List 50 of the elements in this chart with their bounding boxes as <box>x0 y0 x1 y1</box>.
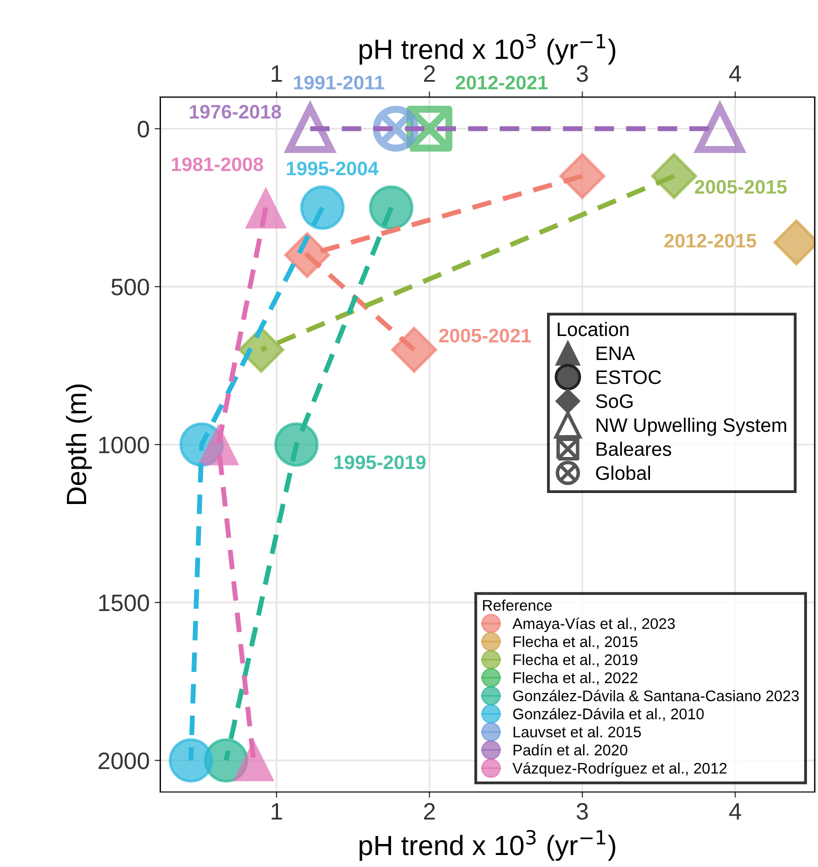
legend-label: Vázquez-Rodríguez et al., 2012 <box>512 762 727 777</box>
point <box>274 422 319 467</box>
annotation: 2005-2021 <box>439 328 531 343</box>
point <box>559 153 606 200</box>
point <box>391 326 438 373</box>
annotation: Global <box>596 466 650 480</box>
annotation: ESTOC <box>596 370 661 384</box>
y-tick-label: 1000 <box>99 436 149 454</box>
legend-label: Amaya-Vías et al., 2023 <box>512 618 675 632</box>
legend-label: Lauvset et al. 2015 <box>514 726 641 738</box>
x-tick-label: 2 <box>424 803 435 820</box>
y-tick-label: 500 <box>111 278 149 296</box>
y-axis-title: Depth (m) <box>66 384 92 504</box>
annotation: 1976-2018 <box>190 104 282 119</box>
annotation: 1981-2008 <box>172 157 264 172</box>
annotation: 2012-2021 <box>456 76 548 90</box>
legend-label: Flecha et al., 2022 <box>514 672 638 686</box>
y-tick-label: 0 <box>138 120 149 138</box>
x-axis-title: pH trend x 10$^{3}$ (yr$^{−1}$) <box>360 830 616 861</box>
x2-tick-label: 1 <box>272 66 282 82</box>
point <box>232 740 274 782</box>
annotation: SoG <box>596 394 633 408</box>
legend-label: Padín et al. 2020 <box>514 744 628 756</box>
annotation: Location <box>558 322 628 336</box>
annotation: 1995-2019 <box>334 455 426 470</box>
point <box>368 185 414 230</box>
point <box>300 185 345 230</box>
x-tick-label: 3 <box>576 803 588 820</box>
point <box>372 106 419 152</box>
annotation: 2012-2015 <box>664 234 756 248</box>
legend-title: Reference <box>483 600 552 611</box>
x2-tick-label: 3 <box>576 65 588 82</box>
annotation: 2005-2015 <box>694 180 787 194</box>
annotation: ENA <box>596 346 636 360</box>
x2-tick-label: 4 <box>729 66 742 82</box>
x2-axis-title: pH trend x 10$^{3}$ (yr$^{−1}$) <box>360 34 616 65</box>
x-tick-label: 1 <box>272 803 282 820</box>
annotation: 1995-2004 <box>286 162 379 176</box>
annotation: 1991-2011 <box>294 76 384 90</box>
x-tick-label: 4 <box>729 803 742 820</box>
annotation: Baleares <box>596 442 672 456</box>
y-tick-label: 2000 <box>98 752 149 770</box>
y-tick-label: 1500 <box>99 594 149 612</box>
legend-label: González-Dávila et al., 2010 <box>513 708 704 722</box>
x2-tick-label: 2 <box>424 65 435 82</box>
annotation: NW Upwelling System <box>596 418 786 436</box>
legend-label: Flecha et al., 2015 <box>514 636 638 649</box>
legend-label: González-Dávila & Santana-Casiano 2023 <box>513 690 799 702</box>
point <box>168 738 214 783</box>
legend-label: Flecha et al., 2019 <box>514 654 638 667</box>
